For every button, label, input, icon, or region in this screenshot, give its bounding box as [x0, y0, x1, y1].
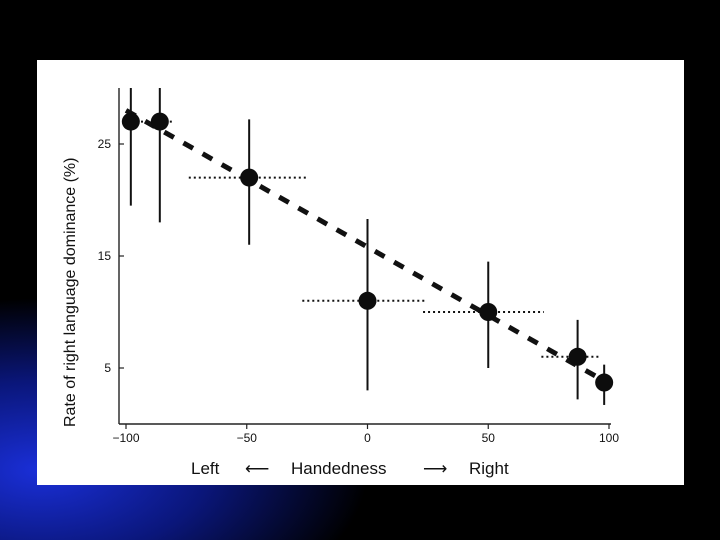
x-axis-label: Left ⟵ Handedness ⟶ Right: [191, 459, 509, 478]
data-point-1: [150, 112, 169, 131]
data-point-3: [358, 291, 377, 310]
x-ticks: −100 −50 0 50 100: [112, 424, 619, 445]
scatter-chart: 5 15 25 −100 −50 0 50 100 Rate of right langua…: [62, 88, 619, 478]
data-point-4: [479, 303, 498, 321]
x-tick-label--50: −50: [237, 431, 258, 445]
data-point-0: [121, 112, 140, 131]
x-label-left-arrow: ⟵: [245, 459, 269, 478]
data-point-6: [595, 373, 614, 392]
y-tick-label-15: 15: [98, 249, 112, 263]
y-ticks: 5 15 25: [98, 137, 124, 375]
x-label-left: Left: [191, 459, 220, 478]
axes: [118, 88, 611, 425]
x-tick-label--100: −100: [112, 431, 139, 445]
trend-line: [124, 108, 611, 386]
x-tick-label-100: 100: [599, 431, 619, 445]
chart-panel: 5 15 25 −100 −50 0 50 100 Rate of right langua…: [37, 60, 684, 485]
x-label-right: Right: [469, 459, 509, 478]
data-points: [121, 112, 614, 392]
x-tick-label-50: 50: [482, 431, 496, 445]
data-point-2: [240, 168, 259, 187]
x-tick-label-0: 0: [364, 431, 371, 445]
error-bars: [129, 88, 606, 405]
x-label-center: Handedness: [291, 459, 386, 478]
trend-line-group: [124, 108, 611, 386]
y-tick-label-25: 25: [98, 137, 112, 151]
x-label-right-arrow: ⟶: [423, 459, 447, 478]
y-tick-label-5: 5: [104, 361, 111, 375]
data-point-5: [568, 347, 587, 366]
y-axis-label: Rate of right language dominance (%): [62, 158, 79, 428]
